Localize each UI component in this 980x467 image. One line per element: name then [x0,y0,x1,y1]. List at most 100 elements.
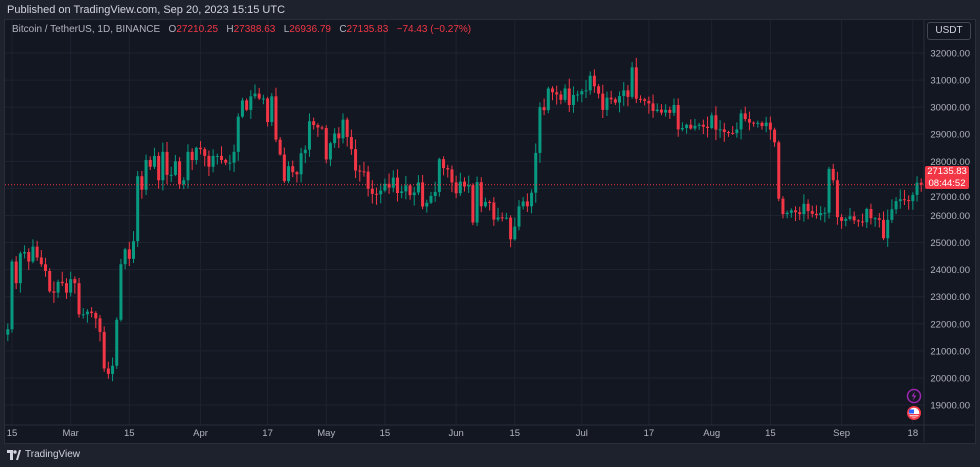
price-tick-label: 27000.00 [930,192,970,203]
candle-body [345,119,349,137]
us-flag-event-icon[interactable] [906,405,922,421]
candle [471,183,475,226]
candle [789,208,793,218]
candle-body [647,100,651,104]
price-tick-label: 24000.00 [930,265,970,276]
candle [387,173,391,194]
candle-body [31,246,35,262]
candle [483,197,487,208]
time-tick-label: Apr [193,428,208,439]
price-tick-label: 21000.00 [930,346,970,357]
candle [312,117,316,130]
candle-body [559,94,563,100]
candle [404,175,408,200]
candle [831,163,835,184]
candle-body [676,104,680,130]
candle-body [643,99,647,101]
candle [580,88,584,103]
candle [152,147,156,170]
candle-body [542,107,546,111]
time-tick-label: May [317,428,335,439]
candle [827,166,831,219]
time-tick-label: 15 [510,428,521,439]
candle [823,207,827,223]
candle-body [215,155,219,157]
candle-body [245,100,249,110]
candle [852,211,856,225]
price-tick-label: 25000.00 [930,238,970,249]
candle [902,189,906,206]
candle [354,139,358,179]
bar-countdown: 08:44:52 [928,177,966,189]
candle [203,147,207,167]
candle [18,251,22,293]
candle-body [475,182,479,223]
candle-body [140,176,144,190]
time-tick-label: 17 [262,428,273,439]
candle [458,172,462,197]
candle [861,213,865,227]
candle [270,93,274,126]
candle-body [517,206,521,227]
candle [23,245,27,259]
candle-body [253,93,257,97]
chart-frame[interactable] [4,19,976,444]
candle [659,104,663,116]
price-tick-label: 32000.00 [930,49,970,60]
candle-body [496,217,500,220]
candle-body [605,97,609,110]
candle-body [307,121,311,150]
candle-body [94,312,98,319]
lightning-event-icon[interactable] [906,388,922,404]
candle-body [588,75,592,91]
candle-body [291,166,295,173]
candle-body [618,96,622,103]
candle [324,125,328,164]
candle [810,205,814,218]
candle-body [810,211,814,214]
candle [48,268,52,293]
candle [743,106,747,122]
candle [199,141,203,155]
candle-body [626,90,630,97]
candle-body [630,67,634,97]
candle [454,175,458,199]
candle [391,170,395,193]
candle-body [10,261,14,330]
candle [178,157,182,189]
candle-body [44,264,48,271]
tradingview-logo-icon [7,449,21,460]
candle [504,212,508,220]
candle [412,186,416,206]
change-value: −74.43 (−0.27%) [396,24,472,35]
footer: TradingView [7,449,80,460]
currency-button[interactable]: USDT [927,22,971,40]
time-tick-label: Sep [833,428,850,439]
candle-body [471,185,475,223]
candle [739,109,743,140]
candle-body [534,152,538,193]
candle [735,122,739,138]
price-tick-label: 28000.00 [930,157,970,168]
candle-body [358,170,362,172]
candle-body [664,109,668,113]
candle [274,87,278,143]
candle [777,140,781,202]
candle-body [806,203,810,212]
candle-body [743,113,747,120]
candle-body [773,129,777,143]
candle-body [563,88,567,100]
candle-body [48,270,52,292]
candle-body [638,98,642,100]
candle-body [739,113,743,130]
candle-body [412,192,416,196]
candle-body [232,151,236,163]
candle [785,210,789,219]
candle-body [584,90,588,92]
candle-body [56,281,60,293]
candle [668,106,672,119]
footer-brand[interactable]: TradingView [25,449,81,460]
candle [395,169,399,202]
candle [773,127,777,147]
